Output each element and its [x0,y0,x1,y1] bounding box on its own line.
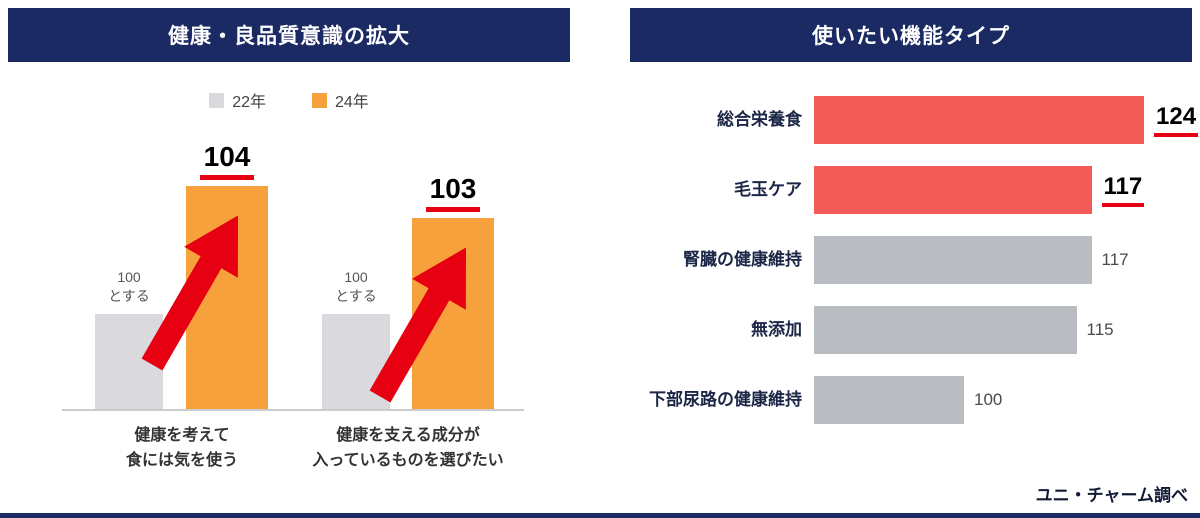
value-103: 103 [425,173,481,212]
right-panel-title: 使いたい機能タイプ [812,25,1010,48]
hbar-row: 無添加 115 [630,295,1196,365]
legend-label-22: 22年 [232,94,266,111]
hbar-value: 117 [1101,173,1145,207]
hbar-value: 124 [1154,103,1199,137]
hbar-value: 115 [1086,320,1114,339]
value-104: 104 [199,141,255,180]
hbar-track: 117 [814,166,1145,214]
legend-item-24: 24年 [312,88,369,112]
right-panel-header: 使いたい機能タイプ [630,8,1192,62]
hbar-value: 100 [974,390,1003,409]
x-axis-line [62,409,524,411]
hbar-value: 117 [1101,250,1129,269]
hbar-label: 下部尿路の健康維持 [649,389,802,409]
hbar-row: 総合栄養食 124 [630,85,1199,155]
left-panel-title: 健康・良品質意識の拡大 [168,25,410,48]
hbar-track: 115 [814,306,1144,354]
hbar-row: 毛玉ケア 117 [630,155,1196,225]
hbar [814,96,1144,144]
hbar-label: 毛玉ケア [734,179,802,199]
legend-swatch-24-icon [312,92,327,108]
hbar [814,376,964,424]
hbar-track: 117 [814,236,1144,284]
source-note: ユニ・チャーム調べ [1035,486,1188,505]
hbar-label: 総合栄養食 [717,109,802,129]
hbar [814,166,1092,214]
horizontal-bar-chart: 総合栄養食 124 毛玉ケア 117 腎臓の健康維持 117 無添加 [630,85,1199,435]
increase-arrow-icon [369,247,466,403]
hbar-label: 無添加 [751,319,802,339]
hbar-row: 腎臓の健康維持 117 [630,225,1196,295]
category-label-1: 健康を考えて 食には気を使う [125,427,238,469]
value-label-group2: 103 [412,173,494,212]
category-label-2: 健康を支える成分が 入っているものを選びたい [312,427,504,469]
hbar-track: 124 [814,96,1199,144]
baseline-note-2: 100 とする [335,269,377,305]
legend: 22年 24年 [8,88,570,112]
legend-swatch-22-icon [209,92,225,108]
hbar-track: 100 [814,376,1144,424]
hbar-label: 腎臓の健康維持 [683,249,802,269]
hbar [814,306,1077,354]
baseline-note-1: 100 とする [108,269,150,305]
bottom-accent-strip [0,513,1200,518]
hbar [814,236,1092,284]
increase-arrow-icon [141,215,238,371]
hbar-row: 下部尿路の健康維持 100 [630,365,1196,435]
value-label-group1: 104 [186,141,268,180]
left-panel-header: 健康・良品質意識の拡大 [8,8,570,62]
legend-label-24: 24年 [335,94,369,111]
legend-item-22: 22年 [209,88,266,112]
